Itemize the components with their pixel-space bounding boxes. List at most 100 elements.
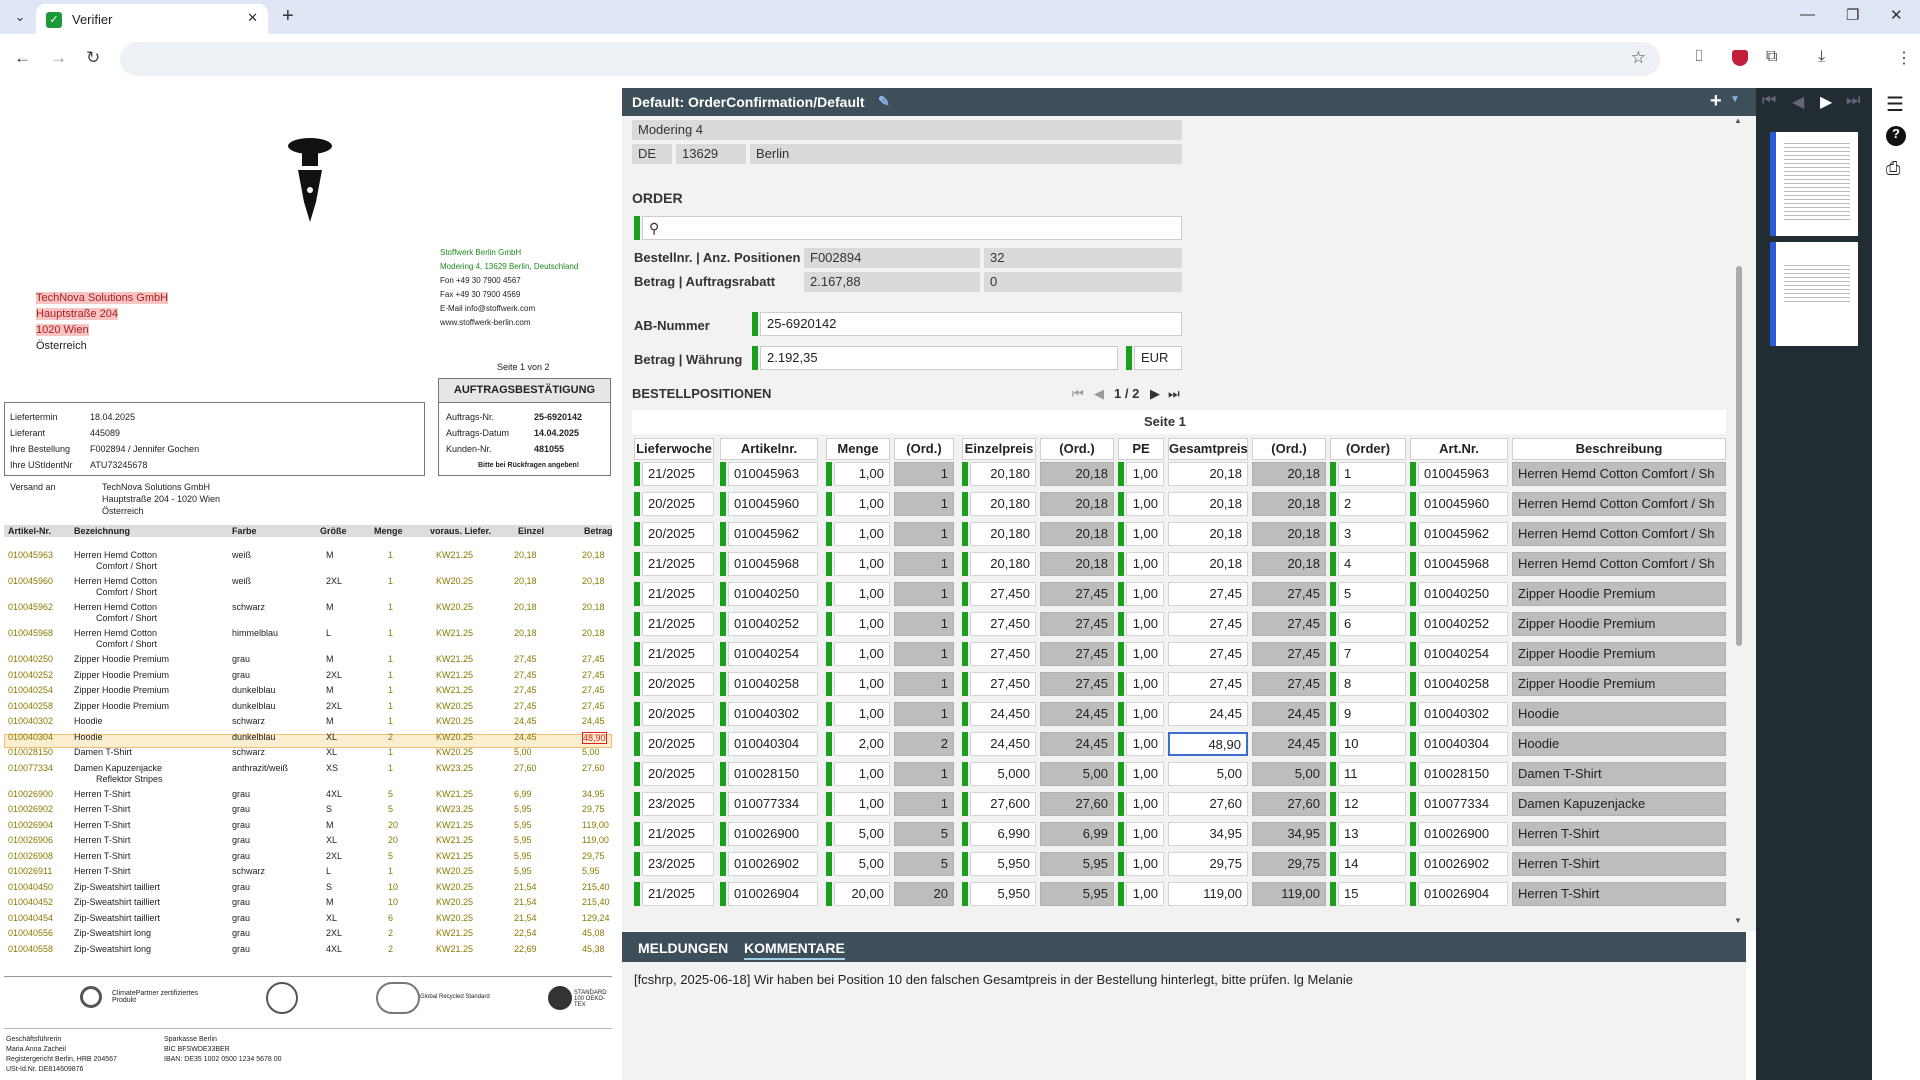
grid-cell[interactable]: 34,95: [1168, 822, 1248, 846]
grid-cell[interactable]: 27,45: [1252, 582, 1326, 606]
grid-header-orderpos[interactable]: (Order) Pos.: [1330, 438, 1406, 476]
grid-cell[interactable]: 5,00: [1252, 762, 1326, 786]
grid-cell[interactable]: 24,45: [1168, 702, 1248, 726]
tab-search-icon[interactable]: ⌄: [14, 9, 26, 24]
grid-cell[interactable]: 29,75: [1168, 852, 1248, 876]
grid-cell[interactable]: 27,450: [970, 642, 1036, 666]
last-page-icon[interactable]: ⏭: [1168, 386, 1180, 401]
country-field[interactable]: DE: [632, 144, 672, 164]
grid-cell[interactable]: Damen T-Shirt: [1512, 762, 1726, 786]
browser-tab[interactable]: ✓ Verifier ✕: [36, 4, 268, 34]
grid-cell[interactable]: Herren Hemd Cotton Comfort / Sh: [1512, 552, 1726, 576]
grid-cell[interactable]: 1: [894, 582, 954, 606]
grid-cell[interactable]: 2: [894, 732, 954, 756]
grid-cell[interactable]: Herren T-Shirt: [1512, 882, 1726, 906]
last-doc-icon[interactable]: ⏭: [1846, 92, 1861, 109]
grid-cell[interactable]: Zipper Hoodie Premium: [1512, 582, 1726, 606]
grid-cell[interactable]: 2,00: [834, 732, 890, 756]
grid-cell[interactable]: Herren T-Shirt: [1512, 822, 1726, 846]
first-doc-icon[interactable]: ⏮: [1762, 92, 1777, 109]
grid-cell[interactable]: 20,180: [970, 492, 1036, 516]
grid-cell[interactable]: 48,90: [1168, 732, 1248, 756]
form-scrollbar[interactable]: ▲ ▼: [1734, 116, 1744, 931]
grid-cell[interactable]: Zipper Hoodie Premium: [1512, 672, 1726, 696]
grid-cell[interactable]: 1,00: [834, 702, 890, 726]
grid-cell[interactable]: Herren T-Shirt: [1512, 852, 1726, 876]
grid-cell[interactable]: 24,45: [1252, 732, 1326, 756]
grid-cell[interactable]: 1: [894, 702, 954, 726]
grid-cell[interactable]: 20,18: [1040, 492, 1114, 516]
grid-header-ord[interactable]: (Ord.): [1252, 438, 1326, 460]
grid-cell[interactable]: 1: [894, 462, 954, 486]
grid-header-einzelpreis[interactable]: Einzelpreis: [962, 438, 1036, 460]
grid-cell[interactable]: 21/2025: [642, 882, 714, 906]
grid-header-artikelnr[interactable]: Artikelnr.: [720, 438, 818, 460]
grid-header-beschreibung[interactable]: Beschreibung: [1512, 438, 1726, 460]
bestellnr-field[interactable]: F002894: [804, 248, 980, 268]
grid-cell[interactable]: 010045963: [1418, 462, 1508, 486]
ab-field[interactable]: 25-6920142: [760, 312, 1182, 336]
add-dropdown-icon[interactable]: ▼: [1730, 94, 1740, 105]
grid-cell[interactable]: 27,60: [1252, 792, 1326, 816]
grid-cell[interactable]: 27,45: [1040, 582, 1114, 606]
grid-cell[interactable]: 010026902: [1418, 852, 1508, 876]
grid-cell[interactable]: 1,00: [1126, 882, 1164, 906]
grid-cell[interactable]: 010045963: [728, 462, 818, 486]
help-icon[interactable]: ?: [1886, 126, 1906, 146]
grid-cell[interactable]: 20/2025: [642, 762, 714, 786]
anz-positionen-field[interactable]: 32: [984, 248, 1182, 268]
tab-kommentare[interactable]: KOMMENTARE: [744, 940, 845, 960]
tab-meldungen[interactable]: MELDUNGEN: [638, 940, 729, 956]
grid-cell[interactable]: 1: [894, 612, 954, 636]
grid-cell[interactable]: 11: [1338, 762, 1406, 786]
grid-cell[interactable]: 1,00: [834, 462, 890, 486]
grid-header-artnr[interactable]: Art.Nr.: [1410, 438, 1508, 460]
grid-cell[interactable]: 20,18: [1168, 522, 1248, 546]
grid-cell[interactable]: 010045960: [1418, 492, 1508, 516]
grid-cell[interactable]: 27,600: [970, 792, 1036, 816]
edit-pencil-icon[interactable]: ✎: [878, 93, 890, 109]
grid-cell[interactable]: 1,00: [1126, 522, 1164, 546]
page-thumbnail-1[interactable]: [1770, 132, 1858, 236]
grid-cell[interactable]: 1,00: [834, 672, 890, 696]
download-icon[interactable]: ⤓: [1818, 48, 1826, 65]
grid-cell[interactable]: 21/2025: [642, 612, 714, 636]
currency-field[interactable]: EUR: [1134, 346, 1182, 370]
grid-cell[interactable]: 010026900: [728, 822, 818, 846]
grid-cell[interactable]: 27,45: [1252, 612, 1326, 636]
betrag-field[interactable]: 2.167,88: [804, 272, 980, 292]
grid-cell[interactable]: 1: [894, 492, 954, 516]
rabatt-field[interactable]: 0: [984, 272, 1182, 292]
grid-cell[interactable]: 1,00: [1126, 612, 1164, 636]
grid-cell[interactable]: 1,00: [1126, 822, 1164, 846]
grid-cell[interactable]: 010026902: [728, 852, 818, 876]
grid-cell[interactable]: 5,00: [1168, 762, 1248, 786]
grid-header-gesamtpreis[interactable]: Gesamtpreis: [1168, 438, 1248, 460]
address-bar[interactable]: ☆: [120, 42, 1660, 76]
grid-cell[interactable]: Herren Hemd Cotton Comfort / Sh: [1512, 492, 1726, 516]
grid-cell[interactable]: 1,00: [1126, 462, 1164, 486]
grid-header-pe[interactable]: PE: [1118, 438, 1164, 460]
grid-cell[interactable]: 010045968: [728, 552, 818, 576]
forward-icon[interactable]: →: [50, 48, 67, 67]
grid-cell[interactable]: 9: [1338, 702, 1406, 726]
grid-cell[interactable]: 24,45: [1252, 702, 1326, 726]
back-icon[interactable]: ←: [14, 48, 31, 67]
grid-header-menge[interactable]: Menge: [826, 438, 890, 460]
tab-close-icon[interactable]: ✕: [247, 10, 258, 25]
grid-cell[interactable]: 24,450: [970, 732, 1036, 756]
scroll-up-icon[interactable]: ▲: [1734, 116, 1742, 125]
amount-field[interactable]: 2.192,35: [760, 346, 1118, 370]
grid-cell[interactable]: 21/2025: [642, 642, 714, 666]
restore-icon[interactable]: ❐: [1846, 7, 1860, 24]
first-page-icon[interactable]: ⏮: [1072, 386, 1084, 401]
grid-cell[interactable]: 27,45: [1168, 642, 1248, 666]
zip-field[interactable]: 13629: [676, 144, 746, 164]
prev-doc-icon[interactable]: ◀: [1792, 94, 1805, 111]
grid-cell[interactable]: 1: [894, 522, 954, 546]
grid-cell[interactable]: 20,18: [1252, 492, 1326, 516]
hamburger-menu-icon[interactable]: ☰: [1886, 94, 1904, 116]
grid-cell[interactable]: 1: [894, 552, 954, 576]
grid-cell[interactable]: 1,00: [834, 582, 890, 606]
grid-cell[interactable]: 010040254: [728, 642, 818, 666]
